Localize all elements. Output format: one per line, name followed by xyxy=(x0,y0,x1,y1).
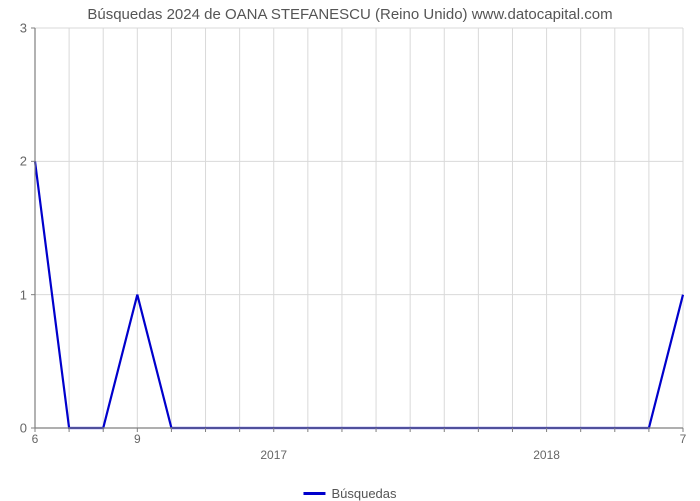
x-month-label: 7 xyxy=(680,428,687,446)
x-month-label: 9 xyxy=(134,428,141,446)
y-tick-label: 3 xyxy=(20,21,35,36)
legend-swatch xyxy=(303,492,325,495)
y-tick-label: 1 xyxy=(20,287,35,302)
x-year-label: 2017 xyxy=(260,428,287,462)
chart-title: Búsquedas 2024 de OANA STEFANESCU (Reino… xyxy=(0,6,700,23)
legend-label: Búsquedas xyxy=(331,486,396,501)
chart-svg xyxy=(35,28,683,428)
x-year-label: 2018 xyxy=(533,428,560,462)
y-tick-label: 2 xyxy=(20,154,35,169)
x-month-label: 6 xyxy=(32,428,39,446)
plot-area: 012369720172018 xyxy=(35,28,683,428)
legend: Búsquedas xyxy=(303,486,396,501)
